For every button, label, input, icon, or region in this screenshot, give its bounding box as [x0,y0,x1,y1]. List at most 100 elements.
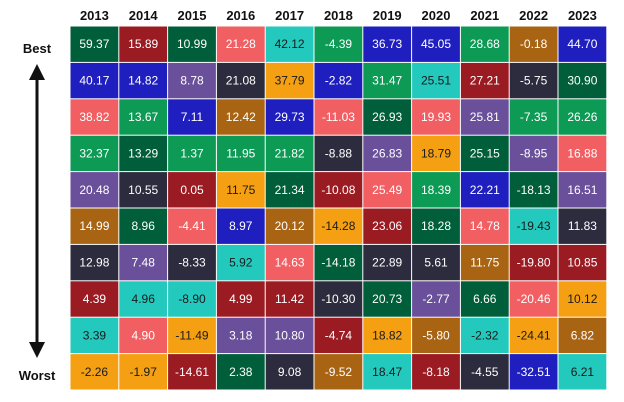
heatmap-cell [363,317,412,354]
heatmap-cell [558,172,607,208]
cell-value-label: 20.73 [372,292,402,306]
cell-value-label: -24.41 [517,328,551,342]
heatmap-cell [216,172,265,208]
heatmap-cell [70,281,119,317]
year-header: 2015 [178,8,207,23]
cell-value-label: -14.28 [321,219,355,233]
rank-arrow-up-icon [29,64,45,80]
cell-value-label: 21.08 [226,74,256,88]
heatmap-cell [265,26,314,62]
cell-value-label: -0.18 [520,37,548,51]
heatmap-cell [509,354,558,390]
heatmap-cell [412,172,460,208]
cell-value-label: 10.99 [177,37,207,51]
year-header: 2013 [80,8,109,23]
cell-value-label: 14.99 [79,219,109,233]
cell-value-label: 11.95 [226,146,255,160]
cell-value-label: 31.47 [372,74,402,88]
cell-value-label: 21.34 [275,183,305,197]
heatmap-cell [558,26,607,62]
year-header: 2021 [470,8,499,23]
heatmap-cell [216,135,265,172]
cell-value-label: 14.63 [275,256,305,270]
cell-value-label: 18.82 [372,328,402,342]
heatmap-cell [265,172,314,208]
heatmap-cell [509,172,558,208]
cell-value-label: 37.79 [275,74,305,88]
cell-value-label: 6.66 [473,292,497,306]
heatmap-cell [314,317,363,354]
cell-value-label: -19.80 [517,256,551,270]
cell-value-label: 59.37 [79,37,109,51]
cell-value-label: 16.88 [567,146,597,160]
cell-value-label: 23.06 [372,219,402,233]
cell-value-label: -4.39 [325,37,353,51]
heatmap-cell [412,244,460,281]
cell-value-label: 5.61 [424,256,448,270]
heatmap-cell [363,208,412,244]
cell-value-label: -8.18 [422,365,450,379]
cell-value-label: -11.49 [175,328,208,342]
cell-value-label: -10.08 [321,183,355,197]
cell-value-label: 7.48 [132,256,156,270]
heatmap-cell [119,244,168,281]
heatmap-cell [363,99,412,135]
heatmap-cell [412,99,460,135]
heatmap-cell [168,244,216,281]
cell-value-label: 5.92 [229,256,253,270]
cell-value-label: -8.95 [520,146,548,160]
heatmap-cell [119,317,168,354]
cell-value-label: -32.51 [517,365,551,379]
rank-arrow-down-icon [29,342,45,358]
cell-value-label: 18.79 [421,146,451,160]
cell-value-label: 13.67 [128,110,158,124]
heatmap-cell [558,281,607,317]
heatmap-cell [314,135,363,172]
heatmap-cell [216,99,265,135]
cell-value-label: 7.11 [181,110,204,124]
heatmap-cell [265,354,314,390]
year-header: 2019 [373,8,402,23]
cell-value-label: -5.75 [520,74,548,88]
heatmap-cell [509,135,558,172]
cell-value-label: -4.74 [325,328,353,342]
heatmap-grid: 59.37 40.17 38.82 32.37 20.48 14.99 12.98 4.39 3… [70,26,607,390]
heatmap-cell [168,281,216,317]
heatmap-cell [314,281,363,317]
heatmap-cell [265,244,314,281]
cell-value-label: 19.93 [421,110,451,124]
worst-label: Worst [19,368,56,383]
heatmap-cell [314,99,363,135]
cell-value-label: 18.47 [372,365,402,379]
cell-value-label: -19.43 [517,219,551,233]
year-header: 2014 [129,8,159,23]
cell-value-label: 20.48 [79,183,109,197]
cell-value-label: 12.98 [79,256,109,270]
heatmap-cell [119,26,168,62]
heatmap-cell [168,26,216,62]
cell-value-label: -2.77 [422,292,450,306]
cell-value-label: 4.96 [132,292,156,306]
heatmap-cell [460,99,509,135]
cell-value-label: -18.13 [517,183,551,197]
heatmap-cell [119,281,168,317]
heatmap-cell [509,317,558,354]
heatmap-cell [460,354,509,390]
heatmap-cell [70,354,119,390]
cell-value-label: 13.29 [128,146,158,160]
heatmap-cell [314,244,363,281]
heatmap-cell [265,99,314,135]
cell-value-label: 0.05 [180,183,204,197]
heatmap-cell [119,135,168,172]
rank-axis: Best Worst [19,41,56,383]
heatmap-cell [314,208,363,244]
heatmap-cell [363,62,412,99]
cell-value-label: 11.75 [226,183,255,197]
heatmap-cell [363,135,412,172]
cell-value-label: -20.46 [517,292,551,306]
heatmap-cell [509,244,558,281]
cell-value-label: 40.17 [79,74,109,88]
year-header: 2022 [519,8,548,23]
heatmap-cell [265,135,314,172]
cell-value-label: 8.78 [180,74,204,88]
